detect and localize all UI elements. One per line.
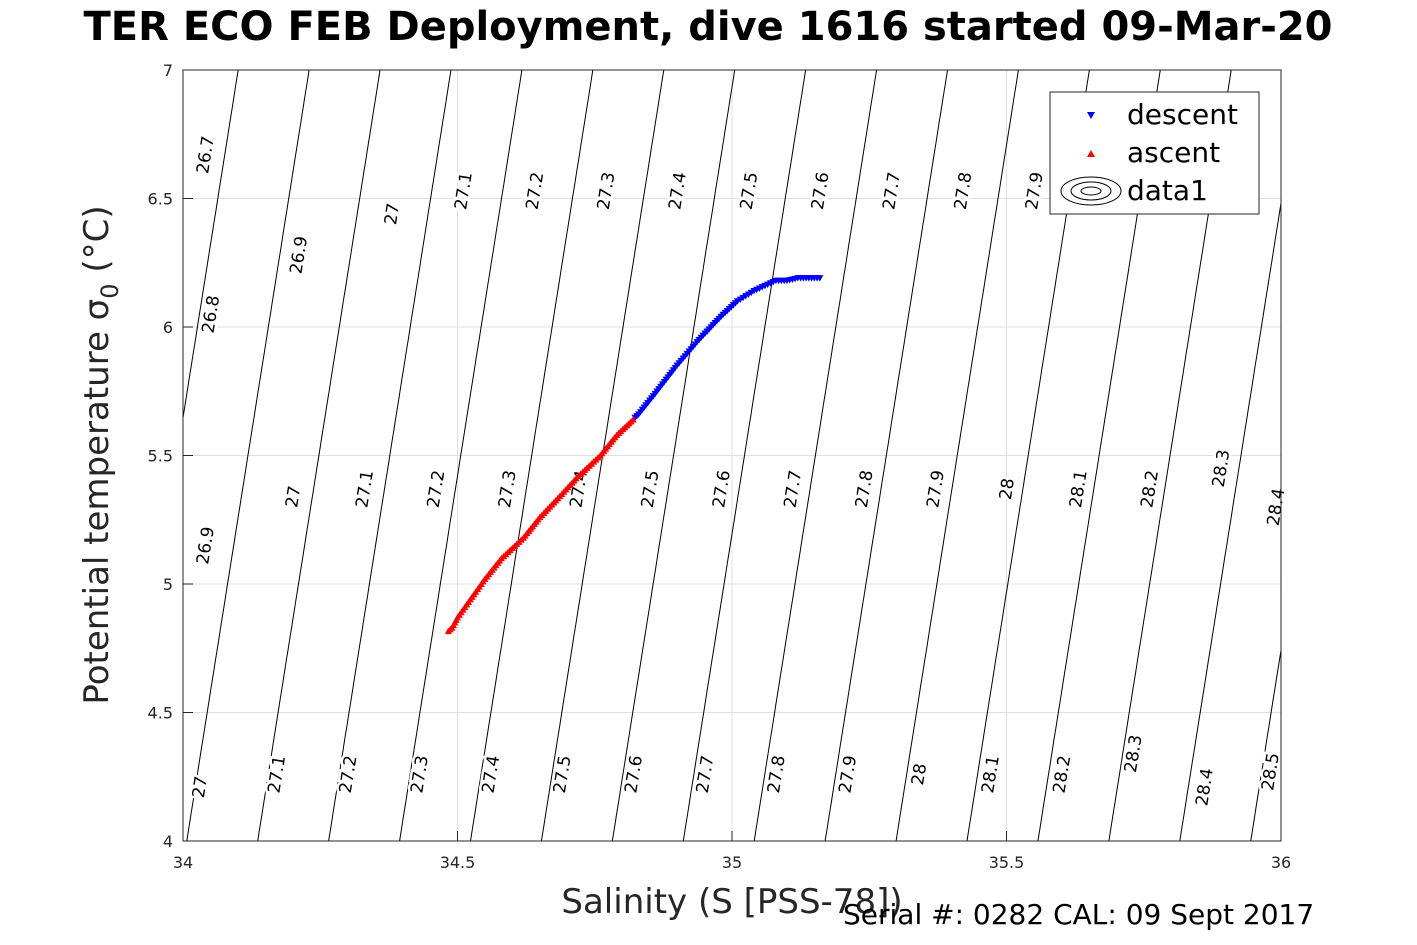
y-tick-label: 7 <box>163 61 173 80</box>
legend-marker-ascent-icon <box>1087 150 1095 157</box>
legend-label-data1: data1 <box>1127 174 1208 207</box>
series-ascent <box>444 416 637 635</box>
y-tick-label: 4 <box>163 832 173 851</box>
y-tick-label: 6.5 <box>148 190 173 209</box>
x-tick-label: 35.5 <box>989 853 1025 872</box>
density-contour-line <box>328 70 452 841</box>
serial-calibration-note: Serial #: 0282 CAL: 09 Sept 2017 <box>843 898 1315 931</box>
density-contour-label: 27 <box>186 772 214 802</box>
density-contour-line <box>257 70 381 841</box>
density-contour-line <box>183 70 239 421</box>
density-contour-label-text: 27 <box>189 775 212 800</box>
density-contour-line <box>682 70 807 841</box>
y-axis-label-subscript: 0 <box>96 283 124 298</box>
descent-point <box>736 296 744 304</box>
y-axis-label: Potential temperature σ0 (°C) <box>77 205 124 704</box>
density-contour-label: 28 <box>993 474 1021 504</box>
y-tick-label: 4.5 <box>148 704 173 723</box>
legend-marker-contour-icon <box>1060 176 1122 206</box>
density-contour-label-text: 27 <box>381 202 404 227</box>
density-contour-label-text: 28 <box>908 762 931 787</box>
y-axis-label-main: Potential temperature <box>77 320 117 704</box>
density-contour-line <box>611 70 736 841</box>
legend[interactable]: descent ascent data1 <box>1049 91 1260 215</box>
legend-label-descent: descent <box>1127 98 1238 131</box>
ascent-point <box>444 627 452 635</box>
density-contour-line <box>895 70 1019 841</box>
y-tick-label: 6 <box>163 318 173 337</box>
density-contour-line <box>824 70 949 841</box>
descent-point <box>750 288 758 295</box>
data-series <box>444 275 824 635</box>
x-tick-label: 34 <box>173 853 193 872</box>
x-tick-label: 34.5 <box>440 853 476 872</box>
density-contour-label: 27 <box>379 199 407 229</box>
density-contour-label: 28 <box>906 760 934 790</box>
y-tick-label: 5.5 <box>148 447 173 466</box>
density-contour-line <box>753 70 878 841</box>
x-tick-label: 35 <box>722 853 742 872</box>
density-contour-line <box>1179 199 1281 841</box>
descent-point <box>739 294 747 302</box>
descent-point <box>747 289 755 297</box>
y-axis-label-sigma: σ <box>77 299 117 321</box>
x-tick-label: 36 <box>1271 853 1291 872</box>
chart-title: TER ECO FEB Deployment, dive 1616 starte… <box>83 4 1333 50</box>
legend-marker-descent-icon <box>1087 112 1095 119</box>
series-descent <box>631 275 824 422</box>
density-contour-line <box>399 70 523 841</box>
y-axis-label-unit: (°C) <box>77 205 117 283</box>
y-tick-label: 5 <box>163 575 173 594</box>
density-contour-line <box>1314 19 1417 893</box>
legend-label-ascent: ascent <box>1127 136 1220 169</box>
density-contour-label: 27 <box>280 482 308 512</box>
density-contour-line <box>1250 646 1281 841</box>
descent-point <box>742 293 750 300</box>
density-contour-label-text: 27 <box>282 485 305 510</box>
axis-ticks: 34 34.5 35 35.5 36 4 4.5 5 5.5 6 6.5 7 <box>148 61 1292 872</box>
density-contour-label-text: 27.8 <box>951 171 977 212</box>
density-contour-line <box>186 70 310 841</box>
descent-point <box>744 291 752 298</box>
density-contour-label-text: 28 <box>996 477 1019 502</box>
density-contour-line <box>469 70 594 841</box>
x-axis-label: Salinity (S [PSS-78]) <box>561 882 902 922</box>
density-contour-label: 27.8 <box>948 168 979 214</box>
